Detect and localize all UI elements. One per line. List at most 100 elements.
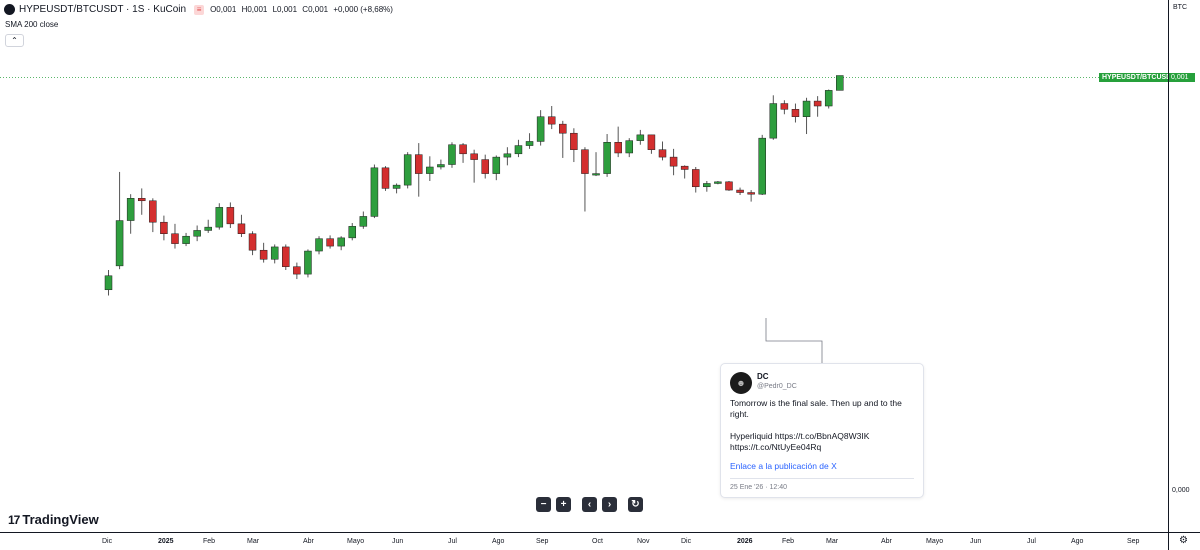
- candle[interactable]: [237, 214, 246, 238]
- candle[interactable]: [126, 194, 135, 234]
- candle[interactable]: [802, 97, 811, 135]
- candle[interactable]: [137, 188, 146, 215]
- candle-body-up: [503, 153, 512, 158]
- candle[interactable]: [160, 215, 168, 241]
- candle[interactable]: [492, 155, 501, 181]
- candle[interactable]: [514, 139, 523, 158]
- candle[interactable]: [691, 166, 700, 193]
- candle-body-up: [304, 250, 312, 275]
- chart-area[interactable]: HYPEUSDT/BTCUSDT · 1S · KuCoin ≡ O0,001 …: [0, 0, 1168, 532]
- indicator-label[interactable]: SMA 200 close: [5, 20, 59, 29]
- candle[interactable]: [824, 89, 833, 109]
- candle[interactable]: [625, 138, 634, 158]
- candle[interactable]: [270, 244, 279, 264]
- candle-body-down: [381, 167, 390, 189]
- candle[interactable]: [758, 134, 766, 196]
- candle[interactable]: [403, 152, 412, 189]
- candle[interactable]: [592, 152, 600, 177]
- candle[interactable]: [536, 110, 545, 146]
- candle[interactable]: [780, 100, 789, 115]
- collapse-legend-button[interactable]: ⌃: [5, 34, 24, 47]
- reset-chart-button[interactable]: ↻: [628, 497, 643, 512]
- candle[interactable]: [769, 95, 778, 140]
- candle[interactable]: [193, 225, 201, 242]
- candle[interactable]: [115, 171, 124, 270]
- candle[interactable]: [282, 244, 290, 270]
- candle[interactable]: [182, 232, 190, 247]
- candle[interactable]: [293, 262, 301, 280]
- candle[interactable]: [647, 134, 656, 154]
- candle[interactable]: [525, 133, 534, 149]
- candle[interactable]: [614, 126, 622, 158]
- candle[interactable]: [503, 147, 512, 166]
- candle[interactable]: [149, 198, 157, 233]
- candle[interactable]: [448, 142, 456, 168]
- candle[interactable]: [725, 181, 733, 191]
- candle[interactable]: [581, 147, 589, 212]
- candle[interactable]: [326, 235, 334, 249]
- candle[interactable]: [215, 203, 224, 230]
- candle[interactable]: [392, 183, 401, 194]
- tweet-link[interactable]: Enlace a la publicación de X: [730, 461, 837, 471]
- candle[interactable]: [381, 166, 390, 191]
- candle[interactable]: [836, 75, 844, 91]
- candle[interactable]: [426, 156, 434, 181]
- candle[interactable]: [304, 249, 312, 278]
- candle-body-down: [581, 149, 589, 174]
- time-axis[interactable]: Dic 2025 Feb Mar Abr Mayo Jun Jul Ago Sep Oct Nov Di…: [0, 532, 1168, 550]
- candle[interactable]: [570, 128, 578, 163]
- zoom-in-button[interactable]: +: [556, 497, 571, 512]
- candle-body-down: [658, 149, 667, 158]
- zoom-out-button[interactable]: −: [536, 497, 551, 512]
- candle[interactable]: [370, 164, 379, 219]
- compare-icon[interactable]: ≡: [194, 4, 205, 15]
- candle-body-up: [603, 142, 611, 174]
- scroll-right-button[interactable]: ›: [602, 497, 617, 512]
- candle[interactable]: [104, 269, 113, 296]
- candle[interactable]: [204, 219, 212, 233]
- tradingview-logo[interactable]: 17 TradingView: [8, 512, 99, 527]
- candle[interactable]: [359, 211, 368, 229]
- candle-body-down: [226, 207, 235, 225]
- candle[interactable]: [248, 231, 257, 256]
- price-chart[interactable]: [0, 0, 1168, 532]
- candle[interactable]: [315, 236, 323, 255]
- candle[interactable]: [337, 236, 345, 251]
- candle[interactable]: [736, 187, 744, 196]
- candle-body-down: [547, 116, 556, 125]
- scroll-left-button[interactable]: ‹: [582, 497, 597, 512]
- candle[interactable]: [658, 141, 667, 161]
- candle-body-up: [215, 207, 224, 228]
- time-axis-label: Ago: [492, 538, 505, 545]
- candle[interactable]: [680, 165, 689, 179]
- tweet-author-handle: @Pedr0_DC: [757, 383, 797, 390]
- candle-body-down: [725, 181, 733, 191]
- candle[interactable]: [226, 202, 235, 228]
- candle[interactable]: [747, 190, 755, 202]
- candle[interactable]: [481, 154, 489, 179]
- candle[interactable]: [259, 242, 268, 263]
- candle[interactable]: [348, 223, 357, 241]
- high-value: H0,001: [241, 5, 268, 14]
- candle-body-down: [813, 100, 822, 107]
- candle[interactable]: [470, 149, 478, 183]
- candle[interactable]: [171, 223, 179, 249]
- candle-body-down: [326, 238, 334, 247]
- symbol-title[interactable]: HYPEUSDT/BTCUSDT · 1S · KuCoin: [19, 4, 187, 15]
- candle[interactable]: [813, 96, 822, 117]
- candle[interactable]: [703, 181, 711, 192]
- candle[interactable]: [459, 143, 467, 163]
- candle[interactable]: [414, 143, 423, 197]
- price-axis[interactable]: BTC 0,000: [1168, 0, 1200, 532]
- currency-label[interactable]: BTC: [1173, 4, 1187, 11]
- candle[interactable]: [603, 134, 611, 177]
- candle[interactable]: [547, 106, 556, 130]
- candle[interactable]: [714, 181, 722, 185]
- gear-icon[interactable]: ⚙: [1179, 535, 1188, 546]
- candle[interactable]: [437, 159, 445, 170]
- candle[interactable]: [559, 120, 567, 158]
- candle[interactable]: [636, 129, 645, 145]
- tweet-card: ☻ DC @Pedr0_DC Tomorrow is the final sal…: [720, 363, 924, 498]
- candle[interactable]: [791, 103, 800, 123]
- candle[interactable]: [669, 148, 678, 176]
